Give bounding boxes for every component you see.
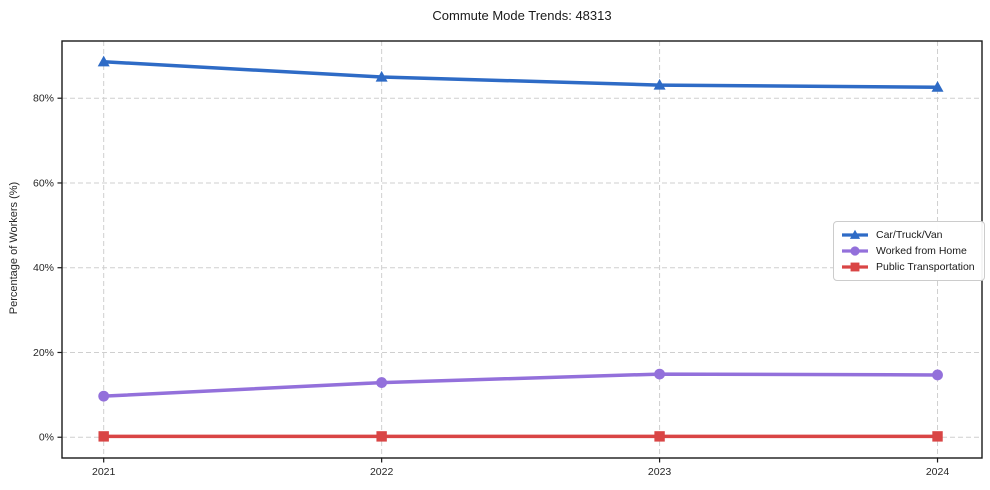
y-tick-label: 20% bbox=[33, 347, 54, 359]
y-tick-label: 40% bbox=[33, 262, 54, 274]
square-legend-sample-icon bbox=[842, 262, 868, 272]
legend-label: Worked from Home bbox=[876, 245, 967, 257]
circle-marker bbox=[376, 377, 388, 388]
x-tick-label: 2023 bbox=[648, 466, 672, 478]
triangle-marker bbox=[849, 229, 861, 239]
chart-title: Commute Mode Trends: 48313 bbox=[432, 8, 612, 23]
square-marker bbox=[932, 431, 943, 442]
y-tick-label: 80% bbox=[33, 93, 54, 105]
triangle-legend-sample-icon bbox=[842, 229, 868, 239]
x-tick-label: 2021 bbox=[92, 466, 116, 478]
legend: Car/Truck/Van Worked from Home Public Tran… bbox=[833, 221, 985, 281]
square-marker bbox=[98, 431, 109, 442]
legend-item-car-truck-van: Car/Truck/Van bbox=[841, 227, 975, 243]
circle-marker bbox=[850, 246, 860, 256]
circle-marker bbox=[932, 369, 943, 381]
triangle-marker bbox=[375, 70, 388, 82]
triangle-marker bbox=[931, 80, 944, 92]
series-line-worked-from-home bbox=[103, 372, 938, 398]
y-tick-label: 0% bbox=[39, 432, 54, 444]
circle-marker bbox=[654, 368, 665, 380]
triangle-marker bbox=[97, 55, 110, 67]
legend-item-worked-from-home: Worked from Home bbox=[841, 243, 975, 259]
legend-item-public-transportation: Public Transportation bbox=[841, 259, 975, 275]
x-tick-label: 2022 bbox=[370, 466, 394, 478]
triangle-marker bbox=[653, 78, 666, 90]
legend-label: Public Transportation bbox=[876, 261, 975, 273]
x-tick-label: 2024 bbox=[926, 466, 950, 478]
square-marker bbox=[376, 431, 387, 442]
circle-legend-sample-icon bbox=[842, 246, 868, 256]
series-line-car-truck-van bbox=[103, 60, 938, 89]
square-marker bbox=[654, 431, 665, 442]
legend-label: Car/Truck/Van bbox=[876, 229, 943, 241]
square-marker bbox=[850, 262, 860, 272]
y-tick-label: 60% bbox=[33, 177, 54, 189]
circle-marker bbox=[98, 390, 110, 402]
